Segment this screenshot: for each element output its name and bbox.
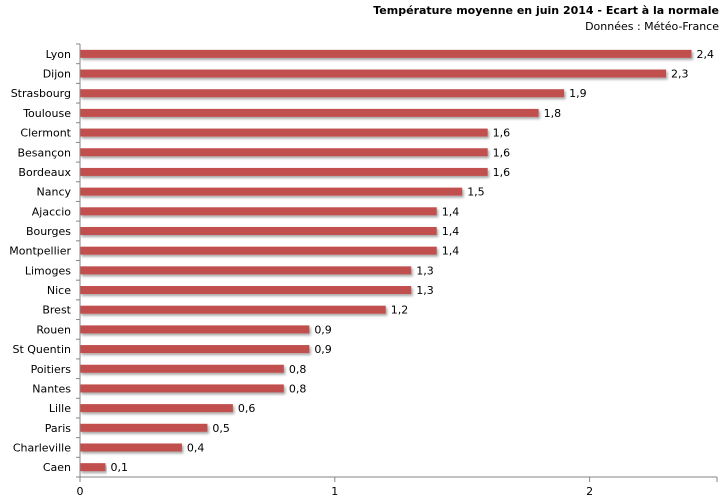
value-label: 1,4 <box>442 205 460 218</box>
value-label: 1,6 <box>493 127 511 140</box>
bar <box>80 345 310 354</box>
category-label: Nice <box>47 284 71 297</box>
category-label: Clermont <box>20 127 71 140</box>
bar <box>80 207 437 216</box>
value-label: 1,9 <box>569 87 587 100</box>
category-label: Strasbourg <box>11 87 71 100</box>
value-label: 0,5 <box>212 422 230 435</box>
category-label: Toulouse <box>22 107 71 120</box>
x-tick-label: 0 <box>77 485 84 498</box>
value-label: 2,4 <box>697 48 715 61</box>
bar <box>80 364 284 373</box>
bar <box>80 266 412 275</box>
value-label: 1,2 <box>391 304 409 317</box>
category-label: St Quentin <box>12 343 71 356</box>
value-label: 0,8 <box>289 382 307 395</box>
bar <box>80 128 488 137</box>
category-label: Poitiers <box>31 363 72 376</box>
value-label: 1,6 <box>493 166 511 179</box>
value-label: 2,3 <box>671 68 689 81</box>
x-tick-label: 2 <box>586 485 593 498</box>
chart-title: Température moyenne en juin 2014 - Ecart… <box>373 4 719 17</box>
x-tick-label: 1 <box>331 485 338 498</box>
bar <box>80 423 208 432</box>
value-label: 0,1 <box>110 461 128 474</box>
value-label: 0,9 <box>314 343 332 356</box>
value-label: 1,3 <box>416 284 434 297</box>
category-label: Nantes <box>32 382 71 395</box>
bar <box>80 384 284 393</box>
category-label: Besançon <box>17 146 71 159</box>
category-label: Paris <box>45 422 71 435</box>
category-label: Caen <box>43 461 71 474</box>
category-label: Brest <box>42 304 71 317</box>
bar <box>80 69 667 78</box>
bar <box>80 286 412 295</box>
category-label: Bordeaux <box>18 166 71 179</box>
bar <box>80 463 106 472</box>
category-label: Lille <box>49 402 71 415</box>
value-label: 1,4 <box>442 225 460 238</box>
category-label: Lyon <box>46 48 71 61</box>
category-label: Ajaccio <box>32 205 71 218</box>
chart-subtitle: Données : Météo-France <box>585 20 719 33</box>
bar <box>80 108 539 117</box>
value-label: 1,8 <box>544 107 562 120</box>
value-label: 0,4 <box>187 441 205 454</box>
value-label: 1,6 <box>493 146 511 159</box>
category-label: Dijon <box>43 68 71 81</box>
value-label: 1,3 <box>416 264 434 277</box>
bar <box>80 325 310 334</box>
value-label: 1,4 <box>442 245 460 258</box>
bar <box>80 404 233 413</box>
bar <box>80 49 692 58</box>
value-label: 1,5 <box>467 186 485 199</box>
category-label: Rouen <box>36 323 71 336</box>
bar <box>80 246 437 255</box>
category-label: Bourges <box>26 225 71 238</box>
bar <box>80 89 565 98</box>
category-label: Charleville <box>13 441 71 454</box>
category-label: Nancy <box>37 186 72 199</box>
value-label: 0,9 <box>314 323 332 336</box>
bar <box>80 148 488 157</box>
category-label: Montpellier <box>9 245 71 258</box>
bar <box>80 226 437 235</box>
bar <box>80 305 386 314</box>
value-label: 0,6 <box>238 402 256 415</box>
category-label: Limoges <box>25 264 71 277</box>
bar <box>80 443 182 452</box>
bar <box>80 187 463 196</box>
bar <box>80 167 488 176</box>
value-label: 0,8 <box>289 363 307 376</box>
